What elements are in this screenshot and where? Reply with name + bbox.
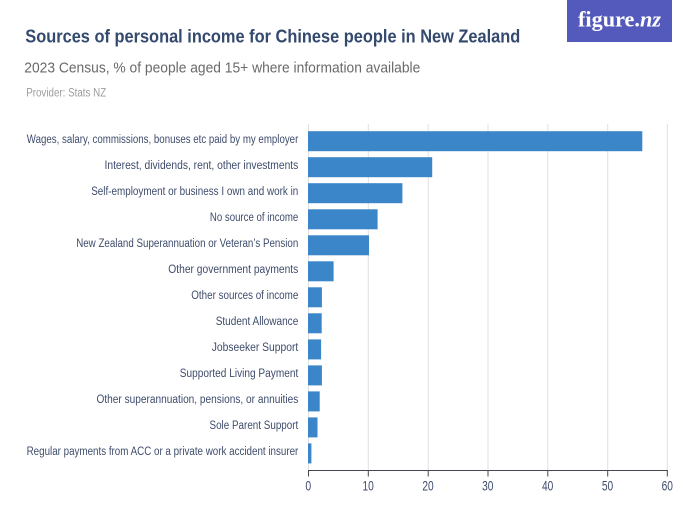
svg-text:Sources of personal income for: Sources of personal income for Chinese p… <box>25 26 520 46</box>
svg-text:30: 30 <box>482 478 493 494</box>
svg-text:2023 Census, % of people aged: 2023 Census, % of people aged 15+ where … <box>24 60 420 77</box>
svg-text:Regular payments from ACC or a: Regular payments from ACC or a private w… <box>27 446 299 458</box>
svg-text:0: 0 <box>305 478 311 494</box>
svg-text:Jobseeker Support: Jobseeker Support <box>212 342 299 354</box>
svg-text:Sole Parent Support: Sole Parent Support <box>210 420 299 432</box>
svg-text:figure.nz: figure.nz <box>578 7 661 32</box>
svg-text:Student Allowance: Student Allowance <box>216 316 299 328</box>
svg-text:Other government payments: Other government payments <box>168 264 298 276</box>
svg-text:10: 10 <box>362 478 373 494</box>
svg-text:60: 60 <box>662 478 673 494</box>
svg-text:Interest, dividends, rent, oth: Interest, dividends, rent, other investm… <box>105 160 299 172</box>
svg-text:20: 20 <box>422 478 433 494</box>
svg-text:Supported Living Payment: Supported Living Payment <box>180 368 299 380</box>
svg-text:No source of income: No source of income <box>210 212 298 224</box>
svg-text:New Zealand Superannuation or: New Zealand Superannuation or Veteran’s … <box>76 238 298 250</box>
svg-text:Other superannuation, pensions: Other superannuation, pensions, or annui… <box>97 394 299 406</box>
svg-text:Provider: Stats NZ: Provider: Stats NZ <box>26 88 106 100</box>
svg-text:Other sources of income: Other sources of income <box>191 290 298 302</box>
svg-text:Wages, salary, commissions, bo: Wages, salary, commissions, bonuses etc … <box>27 134 299 146</box>
svg-text:Self-employment or business I: Self-employment or business I own and wo… <box>91 186 298 198</box>
svg-text:40: 40 <box>542 478 553 494</box>
svg-text:50: 50 <box>602 478 613 494</box>
